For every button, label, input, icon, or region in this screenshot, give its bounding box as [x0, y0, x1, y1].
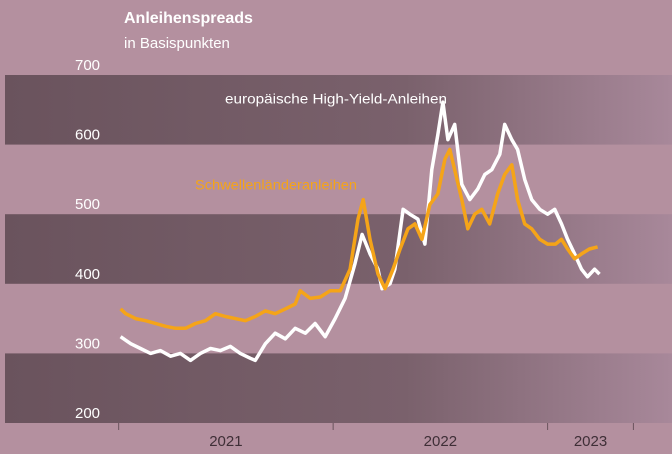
- chart-title: Anleihenspreads: [124, 10, 253, 27]
- y-tick-label: 400: [75, 266, 100, 283]
- line-series: [119, 100, 601, 363]
- x-tick-label: 2022: [424, 433, 457, 450]
- y-tick-label: 600: [75, 127, 100, 144]
- x-tick-label: 2023: [574, 433, 607, 450]
- series-label: europäische High-Yield-Anleihen: [225, 91, 447, 107]
- series-label: Schwellenländeranleihen: [195, 177, 357, 193]
- line-series: [119, 147, 599, 331]
- y-tick-label: 700: [75, 57, 100, 74]
- band: [5, 75, 672, 145]
- x-tick-label: 2021: [209, 433, 242, 450]
- y-tick-label: 300: [75, 335, 100, 352]
- band: [5, 353, 672, 423]
- y-tick-label: 500: [75, 196, 100, 213]
- y-tick-label: 200: [75, 405, 100, 422]
- chart-subtitle: in Basispunkten: [124, 35, 230, 52]
